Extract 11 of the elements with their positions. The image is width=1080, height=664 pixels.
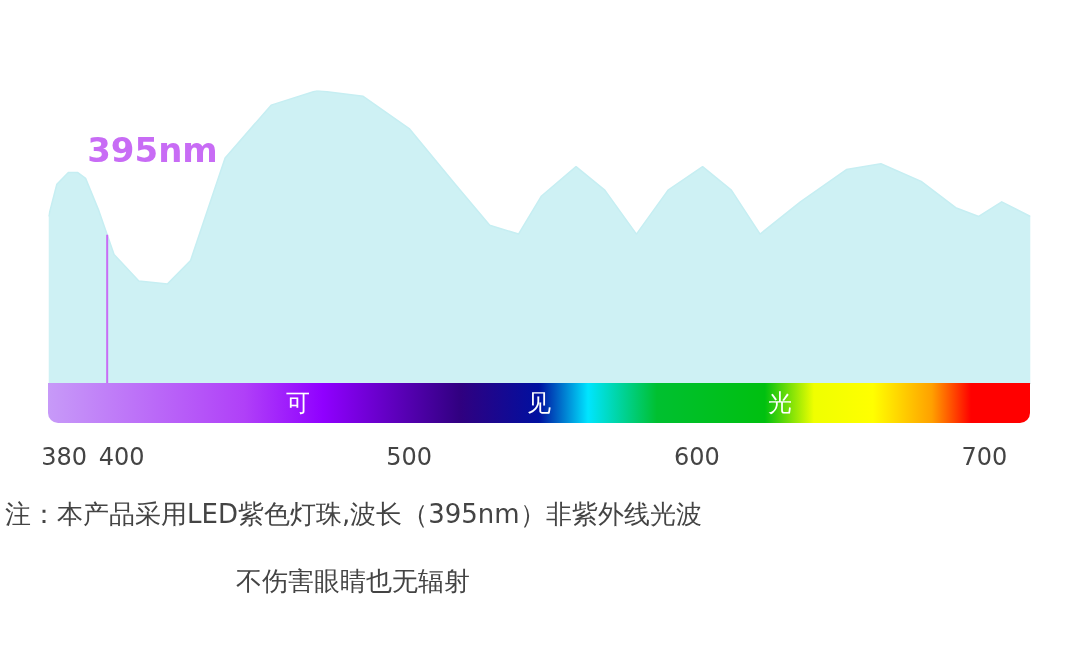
text: 不伤害眼睛也无辐射 xyxy=(235,565,472,599)
x-tick-label: 400 xyxy=(98,442,145,471)
ref-line-label: 395nm xyxy=(87,130,218,171)
text: 注：本产品采用LED紫色灯珠,波长（395nm）非紫外线光波 xyxy=(5,498,702,531)
x-tick-label: 380 xyxy=(41,442,87,471)
x-tick-label: 500 xyxy=(386,442,433,471)
x-tick-label: 600 xyxy=(673,442,720,471)
x-tick-label: 700 xyxy=(961,442,1008,471)
text: 可 xyxy=(285,387,312,419)
text: 见 xyxy=(526,387,552,419)
text: 光 xyxy=(766,387,793,419)
